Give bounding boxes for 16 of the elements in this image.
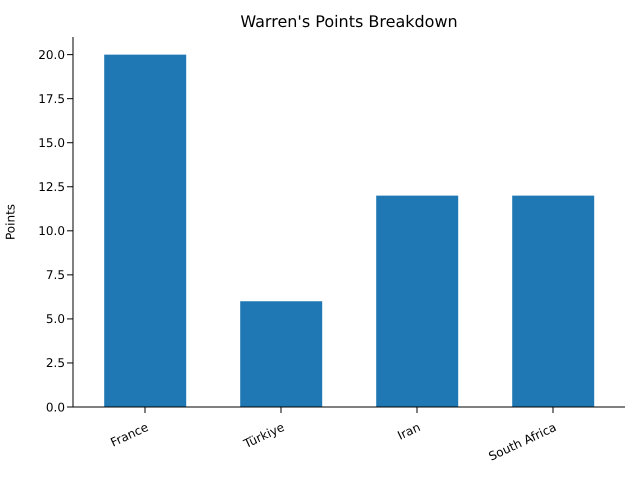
y-tick-label: 2.5 bbox=[46, 356, 65, 370]
bar bbox=[104, 54, 186, 407]
y-tick-label: 7.5 bbox=[46, 268, 65, 282]
x-tick-label: Iran bbox=[395, 420, 422, 443]
bar bbox=[512, 196, 594, 407]
y-tick-label: 10.0 bbox=[38, 224, 65, 238]
y-axis-title: Points bbox=[3, 204, 18, 240]
y-tick-label: 12.5 bbox=[38, 180, 65, 194]
bar bbox=[240, 301, 322, 407]
y-tick-label: 15.0 bbox=[38, 136, 65, 150]
chart-title: Warren's Points Breakdown bbox=[239, 12, 459, 31]
bar bbox=[376, 196, 458, 407]
y-tick-label: 20.0 bbox=[38, 48, 65, 62]
y-tick-label: 0.0 bbox=[46, 400, 65, 414]
y-tick-label: 5.0 bbox=[46, 312, 65, 326]
y-tick-label: 17.5 bbox=[38, 92, 65, 106]
